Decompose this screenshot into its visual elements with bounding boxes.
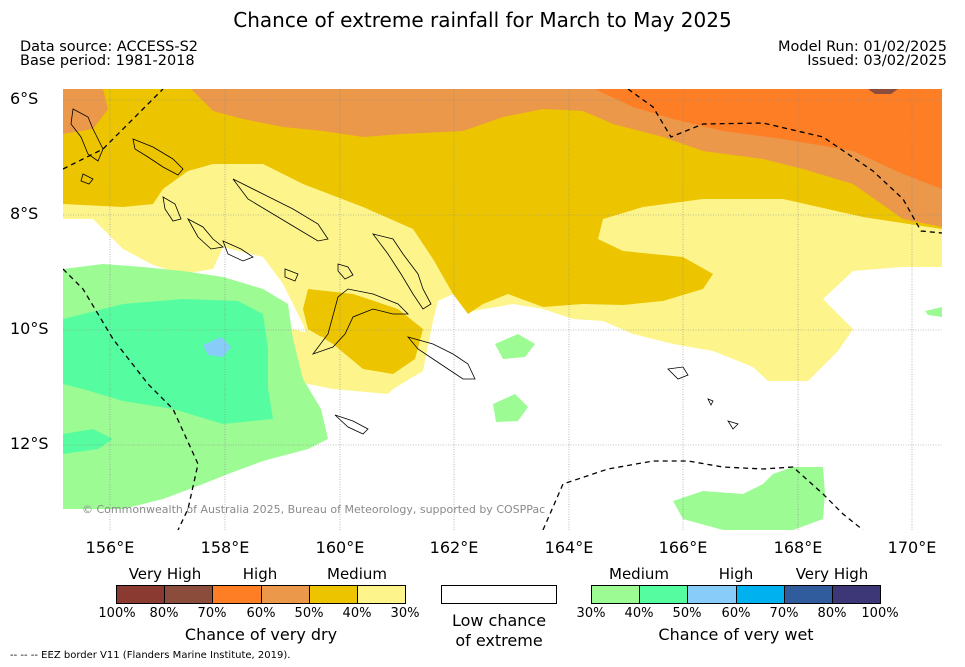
lat-label-12s: 12°S xyxy=(10,434,49,453)
dry-level-high: High xyxy=(242,565,278,583)
lat-label-10s: 10°S xyxy=(10,319,49,338)
dry-swatch-50-40 xyxy=(310,586,358,603)
dry-swatch-80-70 xyxy=(165,586,213,603)
lon-label-170e: 170°E xyxy=(887,538,937,557)
dry-swatch-100-80 xyxy=(117,586,165,603)
model-run: Model Run: 01/02/2025 xyxy=(777,39,947,55)
wet-swatch-40-50 xyxy=(640,586,688,603)
meta-left: Data source: ACCESS-S2 Base period: 1981… xyxy=(20,39,199,69)
dry-legend-subtitle: Chance of very dry xyxy=(184,625,338,644)
wet-tick: 30% xyxy=(576,606,606,621)
wet-tick: 70% xyxy=(769,606,799,621)
lon-label-168e: 168°E xyxy=(773,538,823,557)
gridlines xyxy=(63,89,942,530)
wet-level-high: High xyxy=(718,565,754,583)
dry-tick: 40% xyxy=(342,606,372,621)
eez-borders xyxy=(63,89,942,530)
lon-label-160e: 160°E xyxy=(315,538,365,557)
map-title: Chance of extreme rainfall for March to … xyxy=(233,8,732,32)
wet-swatch-30-40 xyxy=(592,586,640,603)
region-light-blue-wet xyxy=(203,337,231,357)
wet-swatch-80-100 xyxy=(833,586,880,603)
wet-level-very-high: Very High xyxy=(795,565,869,583)
lon-label-158e: 158°E xyxy=(200,538,250,557)
data-source: Data source: ACCESS-S2 xyxy=(20,39,199,55)
wet-legend-subtitle: Chance of very wet xyxy=(658,625,814,644)
wet-colorbar xyxy=(591,585,881,604)
wet-tick: 50% xyxy=(672,606,702,621)
region-medium-wet-east1 xyxy=(495,334,535,359)
coastlines xyxy=(70,108,739,435)
dry-tick: 60% xyxy=(246,606,276,621)
lon-label-156e: 156°E xyxy=(85,538,135,557)
meta-right: Model Run: 01/02/2025 Issued: 03/02/2025 xyxy=(777,39,947,69)
eez-footnote: -- -- -- EEZ border V11 (Flanders Marine… xyxy=(10,650,291,661)
region-very-high-dry xyxy=(868,89,898,94)
low-chance-line2: of extreme xyxy=(455,631,543,650)
wet-swatch-50-60 xyxy=(688,586,737,603)
region-high-dry-west xyxy=(63,89,108,134)
region-medium-wet-east-edge xyxy=(925,307,942,317)
dry-tick: 30% xyxy=(390,606,420,621)
wet-swatch-70-80 xyxy=(785,586,833,603)
low-chance-label: Low chance of extreme xyxy=(424,611,574,651)
dry-level-very-high: Very High xyxy=(128,565,202,583)
lon-label-164e: 164°E xyxy=(544,538,594,557)
base-period: Base period: 1981-2018 xyxy=(20,53,195,69)
region-medium-dry-patch xyxy=(303,289,423,374)
copyright-notice: © Commonwealth of Australia 2025, Bureau… xyxy=(82,503,545,516)
dry-swatch-60-50 xyxy=(262,586,310,603)
dry-tick: 100% xyxy=(98,606,136,621)
dry-tick: 80% xyxy=(149,606,179,621)
region-high-dry-strong xyxy=(595,89,942,189)
wet-tick: 40% xyxy=(624,606,654,621)
wet-tick: 80% xyxy=(817,606,847,621)
low-chance-line1: Low chance xyxy=(451,611,547,630)
dry-swatch-40-30 xyxy=(358,586,405,603)
dry-tick: 70% xyxy=(197,606,227,621)
lat-label-6s: 6°S xyxy=(10,89,39,108)
lon-label-162e: 162°E xyxy=(429,538,479,557)
dry-level-medium: Medium xyxy=(327,565,387,583)
wet-level-medium: Medium xyxy=(609,565,669,583)
region-high-wet-south xyxy=(63,429,113,454)
wet-tick: 60% xyxy=(721,606,751,621)
wet-tick: 100% xyxy=(861,606,899,621)
map-panel: © Commonwealth of Australia 2025, Bureau… xyxy=(63,89,942,530)
wet-swatch-60-70 xyxy=(737,586,785,603)
region-medium-wet-se xyxy=(673,467,825,530)
low-chance-swatch xyxy=(441,585,557,604)
dry-swatch-70-60 xyxy=(213,586,262,603)
region-medium-wet-east2 xyxy=(493,394,528,422)
issued-date: Issued: 03/02/2025 xyxy=(807,53,947,69)
lat-label-8s: 8°S xyxy=(10,204,39,223)
dry-colorbar xyxy=(116,585,406,604)
dry-tick: 50% xyxy=(294,606,324,621)
lon-label-166e: 166°E xyxy=(658,538,708,557)
